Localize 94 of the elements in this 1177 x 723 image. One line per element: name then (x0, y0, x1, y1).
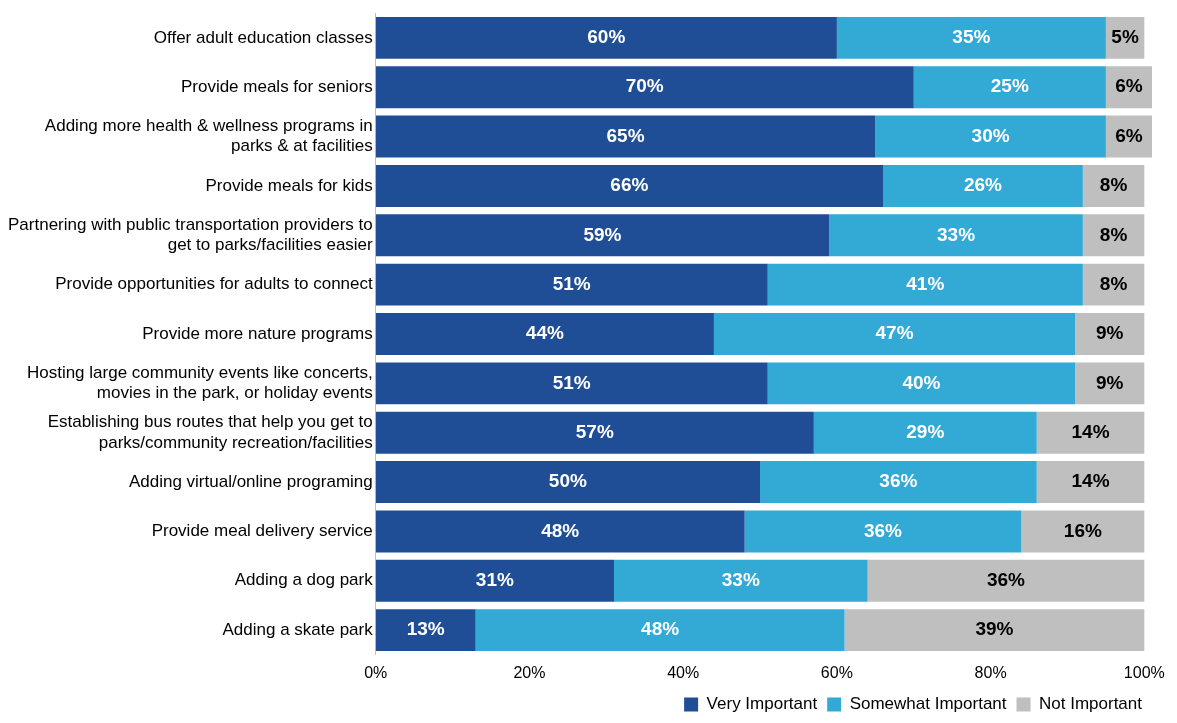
data-label: 8% (1099, 223, 1128, 245)
bar (375, 263, 768, 306)
bar (375, 362, 768, 405)
bar (375, 66, 914, 109)
data-label: 33% (937, 223, 976, 245)
data-label: 47% (875, 322, 914, 344)
data-label: 35% (952, 26, 991, 48)
y-tick-label: Provide meals for kids (205, 175, 373, 195)
data-label: 29% (906, 420, 945, 442)
y-tick-label: Offer adult education classes (153, 27, 373, 47)
data-label: 9% (1095, 322, 1124, 344)
bar (1075, 313, 1145, 355)
bar (375, 313, 714, 355)
bar (375, 164, 883, 207)
data-label: 51% (552, 272, 591, 294)
data-label: 8% (1099, 174, 1128, 196)
bar (375, 510, 745, 553)
bar (475, 609, 845, 652)
y-tick-label: Hosting large community events like concerts, movies in the park, or holiday events (26, 362, 373, 403)
legend-label: Not Important (1039, 694, 1143, 714)
y-tick-label: Adding a skate park (222, 619, 374, 639)
bar (614, 559, 868, 602)
data-label: 36% (879, 470, 918, 492)
bar (760, 461, 1037, 504)
data-label: 57% (575, 420, 614, 442)
y-tick-label: Provide meals for seniors (180, 76, 373, 96)
bar (883, 164, 1083, 207)
x-tick-label: 40% (667, 663, 700, 681)
bar (844, 609, 1145, 652)
y-tick-label: Partnering with public transportation providers to get to parks/facilities easier (7, 214, 374, 255)
data-label: 14% (1071, 470, 1110, 492)
bar (375, 214, 830, 257)
data-label: 16% (1063, 519, 1102, 541)
bar (375, 411, 814, 454)
bar (375, 16, 837, 59)
data-label: 70% (625, 75, 664, 97)
bar (767, 263, 1083, 306)
legend-label: Very Important (706, 694, 818, 714)
bar (713, 313, 1076, 355)
bar (913, 66, 1106, 109)
data-label: 33% (721, 569, 760, 590)
x-tick-label: 0% (364, 663, 388, 681)
bar (744, 510, 1022, 553)
bar (375, 461, 761, 504)
data-label: 41% (906, 272, 945, 294)
data-label: 51% (552, 371, 591, 393)
data-label: 9% (1095, 371, 1124, 393)
bar (375, 609, 476, 652)
y-tick-label: Establishing bus routes that help you get to parks/community recreation/facilities (47, 412, 373, 452)
bar (875, 115, 1106, 158)
data-label: 30% (971, 124, 1010, 146)
data-label: 31% (475, 569, 514, 590)
bar (829, 214, 1083, 257)
bar (836, 16, 1106, 59)
data-label: 14% (1071, 420, 1110, 442)
bar (867, 559, 1145, 602)
y-tick-label: Provide more nature programs (142, 323, 373, 343)
bar (767, 362, 1076, 405)
y-tick-label: Provide meal delivery service (151, 521, 373, 541)
legend-label: Somewhat Important (849, 694, 1007, 714)
data-label: 40% (902, 371, 941, 393)
data-label: 66% (610, 174, 649, 196)
x-tick-label: 80% (974, 663, 1007, 681)
data-label: 6% (1115, 75, 1143, 97)
x-tick-label: 20% (513, 663, 546, 681)
data-label: 48% (541, 519, 580, 541)
data-label: 48% (641, 618, 680, 640)
bar (375, 115, 876, 158)
data-label: 60% (587, 26, 626, 48)
data-label: 44% (525, 322, 564, 344)
x-tick-label: 100% (1123, 663, 1165, 681)
data-label: 8% (1099, 272, 1128, 294)
bar (1075, 362, 1145, 405)
bar (375, 559, 614, 602)
data-label: 36% (863, 519, 903, 541)
bar (1036, 411, 1145, 454)
data-label: 59% (583, 223, 622, 245)
y-tick-label: Adding virtual/online programing (128, 471, 373, 491)
data-label: 39% (975, 618, 1014, 640)
data-label: 36% (986, 569, 1026, 590)
bar (1021, 510, 1145, 553)
y-tick-label: Adding a dog park (234, 570, 374, 590)
x-tick-label: 60% (820, 663, 853, 681)
data-label: 26% (963, 174, 1003, 196)
data-label: 13% (406, 618, 445, 640)
data-label: 5% (1111, 26, 1139, 48)
y-tick-label: Adding more health & wellness programs in parks & at facilities (44, 116, 373, 156)
data-label: 6% (1115, 124, 1143, 146)
bar (1036, 461, 1145, 504)
y-tick-label: Provide opportunities for adults to connect (55, 274, 374, 294)
data-label: 65% (606, 124, 645, 146)
data-label: 25% (990, 75, 1029, 97)
data-label: 50% (548, 470, 588, 492)
bar (813, 411, 1037, 454)
